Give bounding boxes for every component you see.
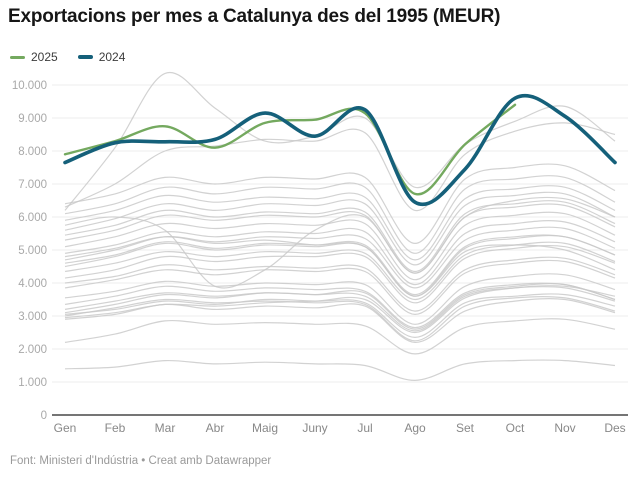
- series-2024-line: [63, 94, 617, 207]
- x-tick-label: Maig: [252, 421, 278, 435]
- x-tick-label: Gen: [54, 421, 77, 435]
- legend-label-2025: 2025: [31, 50, 58, 64]
- historical-year-line: [64, 196, 616, 289]
- historical-year-line: [64, 220, 616, 286]
- x-tick-label: Abr: [206, 421, 225, 435]
- y-tick-label: 10.000: [12, 80, 47, 92]
- historical-year-line: [64, 256, 616, 312]
- historical-year-line: [64, 122, 616, 212]
- historical-year-line: [64, 175, 616, 254]
- historical-year-line: [64, 298, 616, 344]
- y-tick-label: 6.000: [18, 212, 47, 224]
- x-tick-label: Des: [604, 421, 625, 435]
- y-tick-label: 2.000: [18, 344, 47, 356]
- y-tick-label: 5.000: [18, 245, 47, 257]
- historical-year-line: [64, 293, 616, 339]
- y-tick-label: 8.000: [18, 146, 47, 158]
- legend-swatch-2025: [10, 55, 25, 59]
- x-tick-label: Ago: [404, 421, 426, 435]
- x-tick-label: Jul: [357, 421, 372, 435]
- historical-year-line: [64, 191, 616, 266]
- legend-item-2025: 2025: [10, 50, 58, 64]
- historical-year-line: [64, 259, 616, 316]
- x-tick-label: Mar: [155, 421, 176, 435]
- historical-year-line: [64, 185, 616, 261]
- x-tick-label: Nov: [554, 421, 575, 435]
- y-tick-label: 7.000: [18, 179, 47, 191]
- historical-year-line: [64, 359, 616, 382]
- x-tick-label: Juny: [302, 421, 327, 435]
- historical-year-line: [64, 211, 616, 281]
- legend-item-2024: 2024: [77, 50, 126, 64]
- series-2025-line: [63, 103, 517, 196]
- legend-label-2024: 2024: [98, 50, 126, 64]
- y-tick-label: 3.000: [18, 311, 47, 323]
- historical-year-line: [64, 282, 616, 329]
- historical-year-line: [64, 283, 616, 330]
- historical-year-line: [64, 200, 616, 273]
- historical-year-line: [64, 318, 616, 355]
- x-tick-label: Oct: [506, 421, 525, 435]
- historical-year-line: [64, 234, 616, 297]
- historical-year-line: [64, 295, 616, 342]
- chart-footer: Font: Ministeri d'Indústria • Creat amb …: [10, 455, 272, 467]
- historical-year-line: [64, 285, 616, 334]
- historical-year-line: [64, 245, 616, 304]
- y-tick-label: 1.000: [18, 377, 47, 389]
- chart-title: Exportacions per mes a Catalunya des del…: [8, 6, 501, 27]
- y-tick-label: 9.000: [18, 113, 47, 125]
- legend-swatch-2024: [77, 55, 93, 59]
- x-tick-label: Feb: [105, 421, 126, 435]
- legend: 2025 2024: [10, 50, 125, 64]
- historical-year-line: [64, 241, 616, 301]
- historical-year-line: [64, 273, 616, 325]
- historical-year-line: [64, 163, 616, 245]
- y-tick-label: 4.000: [18, 278, 47, 290]
- historical-year-line: [64, 71, 616, 211]
- historical-year-line: [64, 234, 616, 296]
- y-tick-label: 0: [41, 410, 47, 422]
- x-tick-label: Set: [456, 421, 475, 435]
- historical-year-line: [64, 203, 616, 274]
